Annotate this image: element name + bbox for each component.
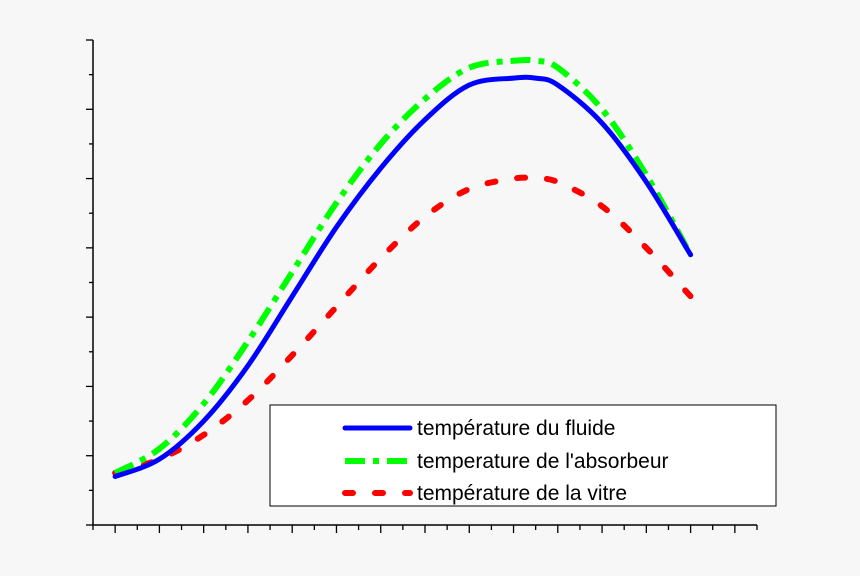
axes (86, 39, 758, 533)
legend-label-1: température du fluide (417, 417, 615, 440)
x-ticks (92, 525, 758, 533)
series-line-2 (113, 56, 694, 476)
legend-box (269, 404, 777, 507)
legend-items: température du fluide temperature de l'ab… (342, 417, 669, 505)
series-layer (112, 56, 694, 479)
series-line-1 (112, 74, 694, 479)
legend-label-2: temperature de l'absorbeur (417, 450, 669, 473)
y-ticks (86, 39, 93, 526)
legend-label-3: température de la vitre (417, 482, 627, 505)
legend: température du fluide temperature de l'ab… (269, 404, 777, 507)
